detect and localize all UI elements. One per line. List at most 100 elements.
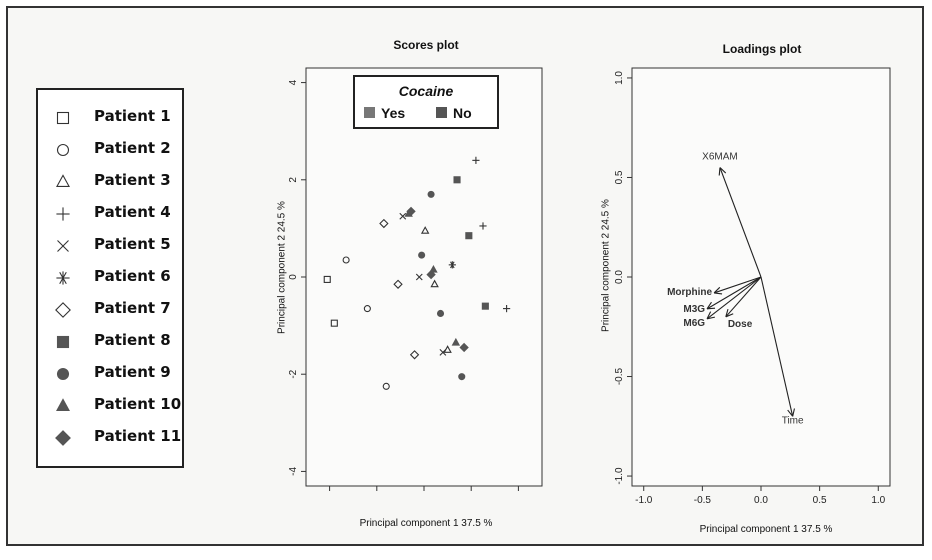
loading-vector-label: M6G <box>683 318 705 329</box>
legend-item-label: Patient 9 <box>94 363 171 381</box>
legend-symbol-icon <box>56 174 70 187</box>
x-tick-label: 0 <box>421 495 427 496</box>
y-tick-label: 0.5 <box>614 170 625 184</box>
y-tick-label: 0 <box>288 274 299 280</box>
score-point <box>393 279 403 289</box>
legend-item-label: Patient 2 <box>94 139 171 157</box>
cocaine-legend-swatch <box>436 107 447 118</box>
score-point <box>448 261 456 269</box>
loading-vector: Time <box>760 276 804 426</box>
cocaine-legend: Cocaine Yes No <box>353 75 499 129</box>
legend-symbol-icon <box>55 430 71 446</box>
score-point <box>415 273 423 281</box>
score-point <box>459 342 469 353</box>
y-tick-label: -1.0 <box>614 467 625 485</box>
legend-item: Patient 5 <box>38 230 184 260</box>
loadings-plot: -1.0 -0.5 0.0 0.5 1.0 -1.0 -0.5 0.0 0.5 1.0 X6MAM M… <box>614 67 891 506</box>
score-point <box>458 373 466 381</box>
score-point <box>420 226 430 234</box>
score-point <box>465 232 473 240</box>
scores-plot: -4 -2 0 2 4 -4 -2 0 2 4 Cocaine Yes No <box>288 67 543 496</box>
legend-symbol-icon <box>56 207 70 221</box>
legend-item-label: Patient 4 <box>94 203 171 221</box>
x-tick-label: -0.5 <box>694 495 712 506</box>
y-tick-label: 2 <box>288 177 299 183</box>
loadings-x-axis-label: Principal component 1 37.5 % <box>699 524 833 535</box>
legend-symbol-icon <box>56 111 70 125</box>
legend-item: Patient 11 <box>38 422 184 452</box>
loading-vector-label: M3G <box>683 304 705 315</box>
score-point <box>439 348 447 356</box>
loading-vector: X6MAM <box>702 152 762 278</box>
legend-item: Patient 1 <box>38 102 184 132</box>
legend-symbol-icon <box>57 240 69 252</box>
legend-item: Patient 2 <box>38 134 184 164</box>
loadings-y-axis-label: Principal component 2 24.5 % <box>600 199 612 332</box>
score-point <box>430 279 439 288</box>
legend-item: Patient 9 <box>38 358 184 388</box>
y-tick-label: 0.0 <box>614 270 625 284</box>
legend-item-label: Patient 7 <box>94 299 171 317</box>
x-tick-label: -1.0 <box>635 495 653 506</box>
legend-item-label: Patient 11 <box>94 427 182 445</box>
legend-symbol-icon <box>56 398 70 411</box>
score-point <box>342 256 350 264</box>
scores-y-axis-label: Principal component 2 24.5 % <box>276 201 288 334</box>
score-point <box>503 304 511 313</box>
score-point <box>330 319 338 327</box>
x-tick-label: -2 <box>372 495 381 496</box>
loading-vector: Morphine <box>667 276 762 298</box>
patient-legend: Patient 1 Patient 2 Patient 3 Patient 4 Pati… <box>36 88 184 468</box>
scores-plot-area <box>305 67 543 487</box>
loading-vector: Dose <box>725 276 762 330</box>
score-point <box>472 156 480 164</box>
score-point <box>418 251 426 259</box>
loading-vector-label: Morphine <box>667 287 712 298</box>
cocaine-legend-label: No <box>453 105 472 121</box>
legend-symbol-icon <box>56 271 70 285</box>
score-point <box>323 275 331 283</box>
y-tick-label: -2 <box>288 369 299 378</box>
scores-plot-title: Scores plot <box>393 38 459 52</box>
legend-symbol-icon <box>56 335 70 349</box>
legend-item: Patient 3 <box>38 166 184 196</box>
legend-item: Patient 7 <box>38 294 184 324</box>
score-point <box>436 309 445 318</box>
legend-symbol-icon <box>55 302 71 318</box>
legend-item-label: Patient 5 <box>94 235 171 253</box>
legend-item: Patient 4 <box>38 198 184 228</box>
legend-item-label: Patient 1 <box>94 107 171 125</box>
loading-vector: M3G <box>683 276 762 315</box>
loading-vector-label: Time <box>782 415 804 426</box>
score-point <box>427 190 435 198</box>
score-point <box>451 337 461 346</box>
legend-item: Patient 8 <box>38 326 184 356</box>
legend-symbol-icon <box>56 143 70 157</box>
score-point <box>399 212 407 220</box>
score-point <box>363 305 371 313</box>
cocaine-legend-swatch <box>364 107 375 118</box>
loading-vector: M6G <box>683 276 762 329</box>
x-tick-label: 0.0 <box>754 495 768 506</box>
score-point <box>406 206 416 217</box>
loadings-plot-title: Loadings plot <box>722 42 802 56</box>
loading-vector-label: X6MAM <box>702 152 738 163</box>
loading-vector-label: Dose <box>728 319 753 330</box>
legend-item-label: Patient 3 <box>94 171 171 189</box>
score-point <box>409 350 420 360</box>
score-point <box>481 302 489 310</box>
x-tick-label: -4 <box>325 495 334 496</box>
legend-item: Patient 10 <box>38 390 184 420</box>
legend-item-label: Patient 6 <box>94 267 171 285</box>
cocaine-legend-title: Cocaine <box>399 83 454 99</box>
legend-symbol-icon <box>56 367 70 381</box>
x-tick-label: 2 <box>468 495 474 496</box>
legend-item-label: Patient 10 <box>94 395 182 413</box>
y-tick-label: -0.5 <box>614 367 625 385</box>
score-point <box>379 218 389 229</box>
y-tick-label: -4 <box>288 467 299 476</box>
legend-item-label: Patient 8 <box>94 331 171 349</box>
y-tick-label: 4 <box>288 79 299 85</box>
score-point <box>382 382 390 390</box>
y-tick-label: 1.0 <box>614 71 625 85</box>
